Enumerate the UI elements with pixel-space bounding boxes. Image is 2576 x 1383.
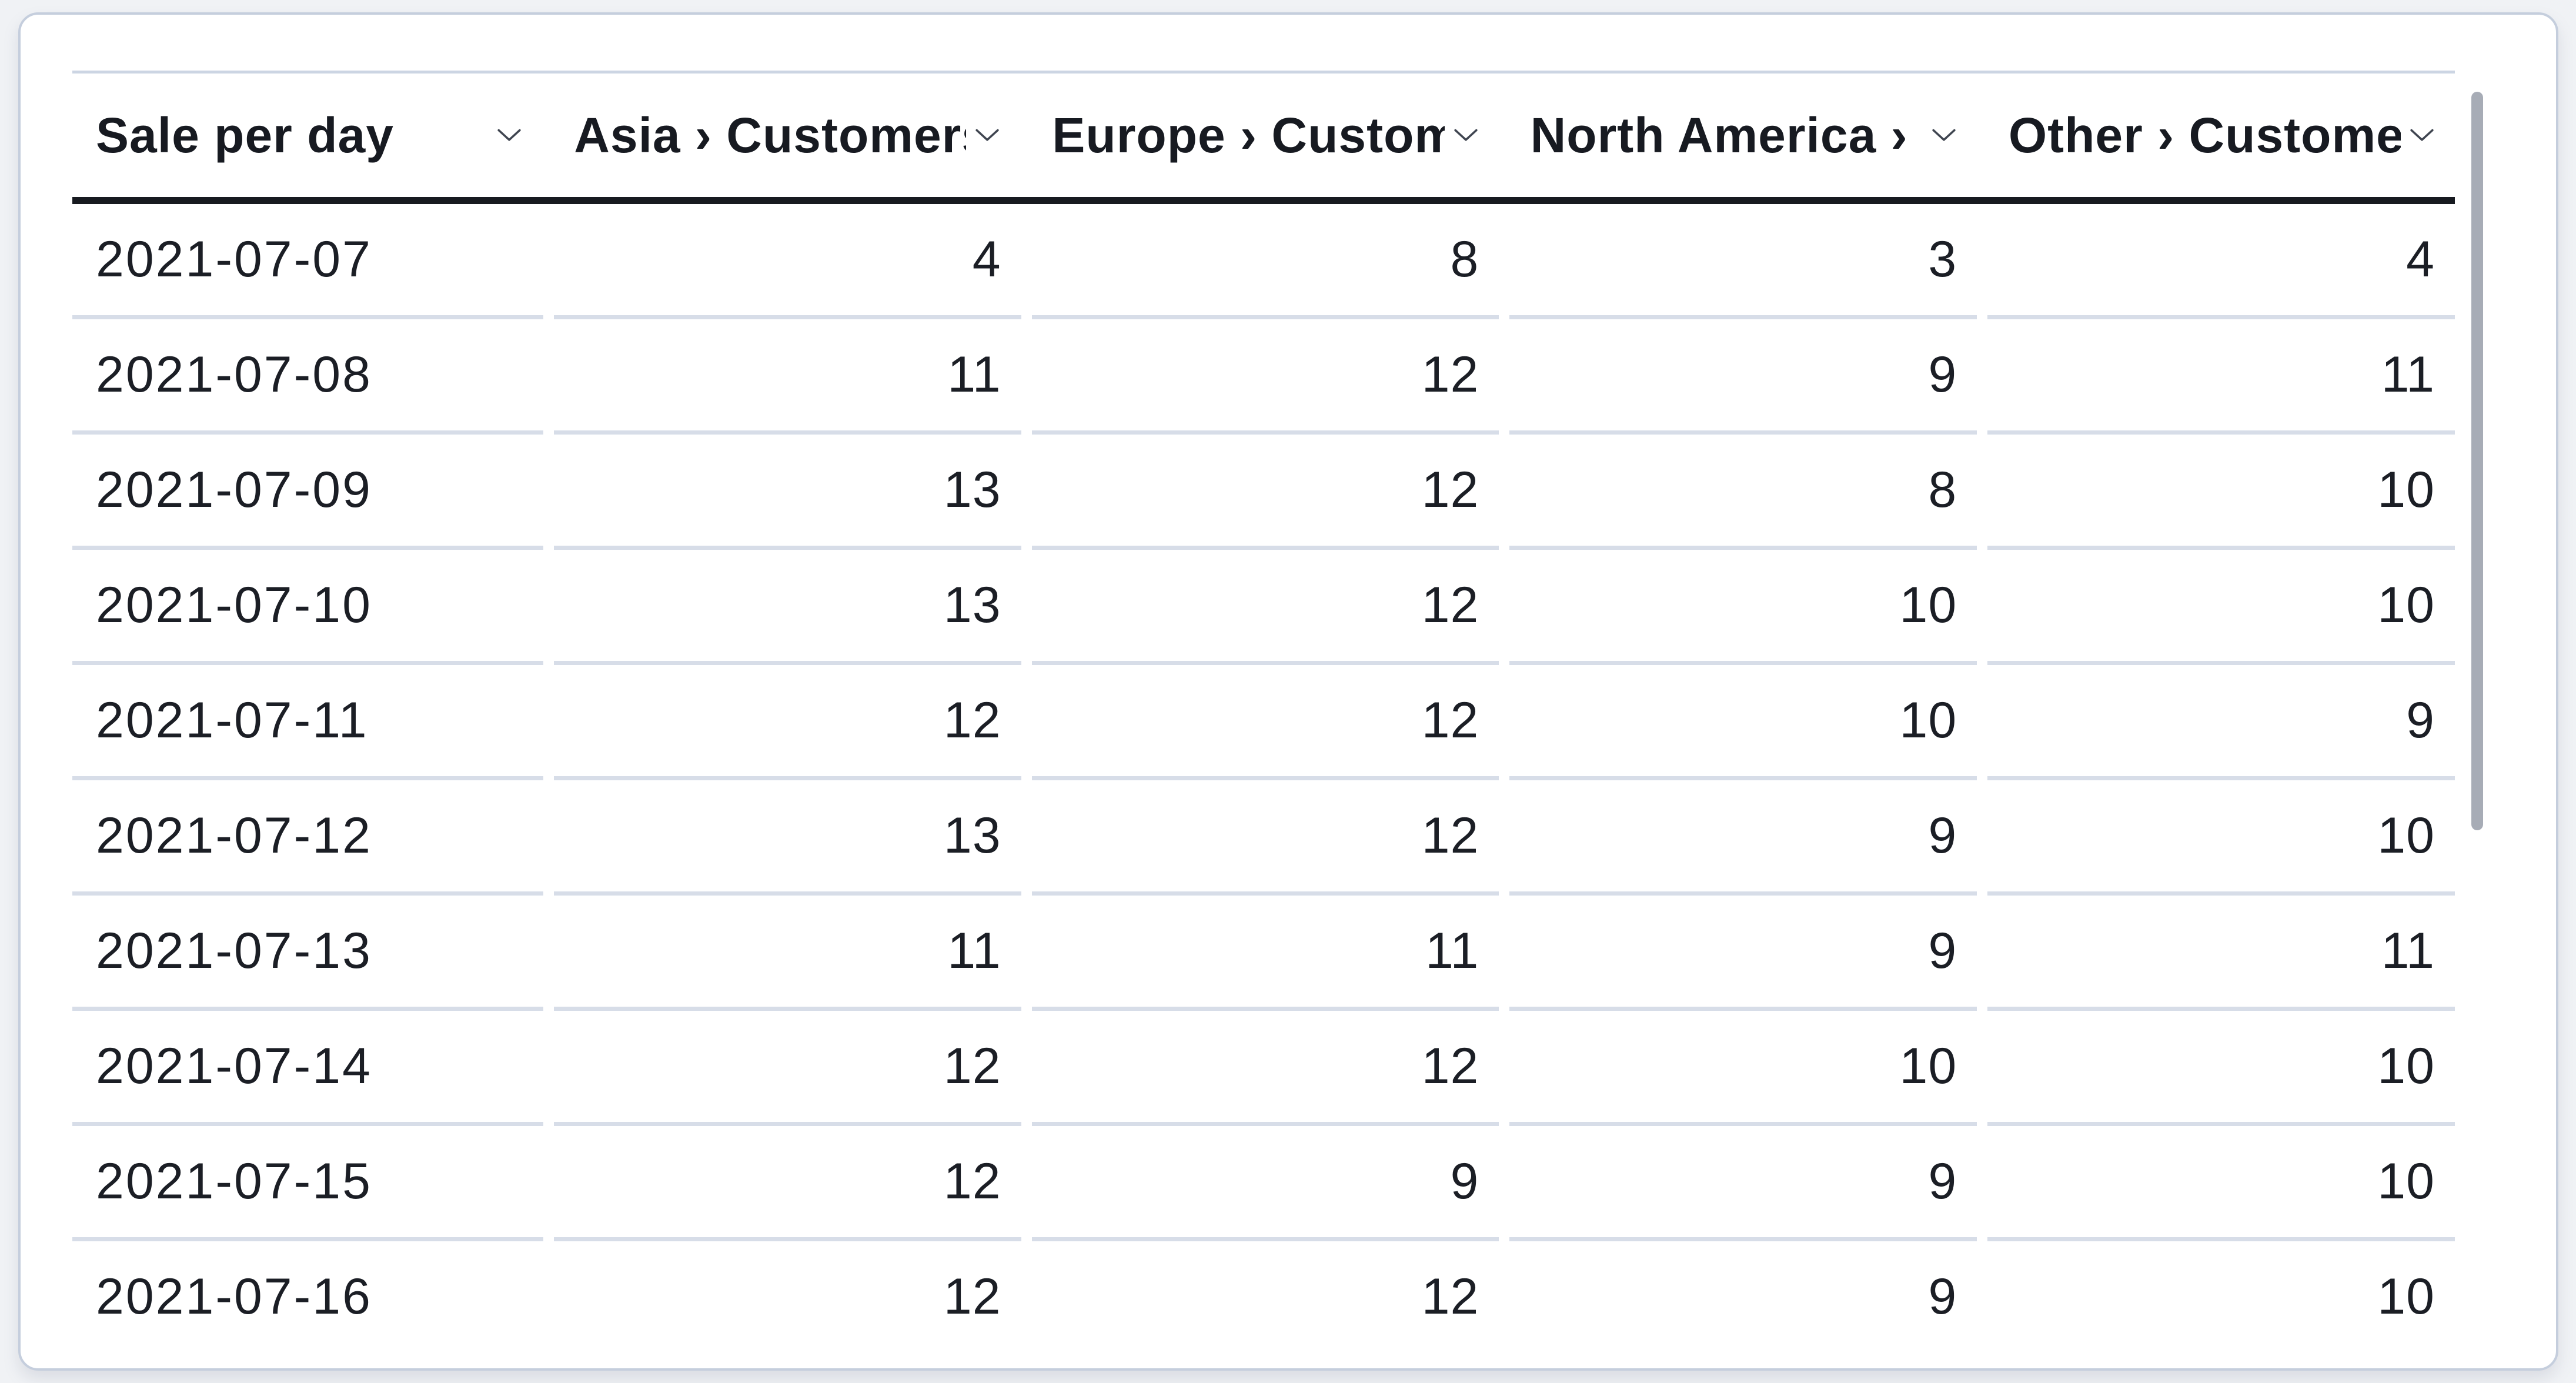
date-cell: 2021-07-09: [72, 435, 543, 550]
value-cell: 10: [1509, 550, 1977, 665]
value-cell: 4: [1987, 204, 2455, 319]
value-cell: 12: [553, 665, 1021, 780]
value-cell: 12: [1031, 780, 1499, 896]
value-cell: 12: [553, 1011, 1021, 1126]
value-cell: 13: [553, 550, 1021, 665]
value-cell: 11: [1031, 896, 1499, 1011]
value-cell: 12: [1031, 435, 1499, 550]
value-cell: 10: [1987, 1011, 2455, 1126]
table-row: 2021-07-12 13 12 9 10: [72, 780, 2455, 896]
table-row: 2021-07-07 4 8 3 4: [72, 204, 2455, 319]
value-cell: 9: [1031, 1126, 1499, 1241]
column-header-label: North America › Customers: [1530, 107, 1923, 163]
value-cell: 9: [1509, 780, 1977, 896]
chevron-down-icon[interactable]: [2401, 126, 2434, 144]
table-row: 2021-07-16 12 12 9 10: [72, 1241, 2455, 1342]
value-cell: 12: [1032, 1241, 1499, 1342]
date-cell: 2021-07-08: [72, 319, 543, 435]
chevron-down-icon[interactable]: [1445, 126, 1478, 144]
date-cell: 2021-07-12: [72, 780, 543, 896]
table-header-row: Sale per day Asia › Customers Europe › C…: [72, 74, 2455, 204]
table-row: 2021-07-14 12 12 10 10: [72, 1011, 2455, 1126]
value-cell: 10: [1987, 1126, 2455, 1241]
chevron-down-icon[interactable]: [966, 126, 1000, 144]
value-cell: 4: [553, 204, 1021, 319]
value-cell: 9: [1509, 319, 1977, 435]
value-cell: 8: [1031, 204, 1499, 319]
column-header-other-customers[interactable]: Other › Customers: [1987, 74, 2455, 197]
table-row: 2021-07-13 11 11 9 11: [72, 896, 2455, 1011]
column-header-sale-per-day[interactable]: Sale per day: [72, 74, 542, 197]
column-header-label: Asia › Customers: [574, 107, 967, 163]
value-cell: 13: [553, 435, 1021, 550]
value-cell: 10: [1987, 550, 2455, 665]
date-cell: 2021-07-11: [72, 665, 543, 780]
column-header-label: Other › Customers: [2008, 107, 2401, 163]
table-row: 2021-07-15 12 9 9 10: [72, 1126, 2455, 1241]
value-cell: 10: [1509, 1011, 1977, 1126]
date-cell: 2021-07-16: [72, 1241, 543, 1342]
value-cell: 10: [1987, 435, 2455, 550]
value-cell: 12: [1031, 319, 1499, 435]
value-cell: 9: [1509, 1241, 1977, 1342]
table-row: 2021-07-10 13 12 10 10: [72, 550, 2455, 665]
table-row: 2021-07-09 13 12 8 10: [72, 435, 2455, 550]
date-cell: 2021-07-07: [72, 204, 543, 319]
value-cell: 3: [1509, 204, 1977, 319]
column-header-north-america-customers[interactable]: North America › Customers: [1509, 74, 1977, 197]
table-row: 2021-07-08 11 12 9 11: [72, 319, 2455, 435]
value-cell: 10: [1987, 1241, 2455, 1342]
table-viewport: Sale per day Asia › Customers Europe › C…: [72, 71, 2455, 1342]
value-cell: 9: [1509, 1126, 1977, 1241]
column-header-label: Europe › Customers: [1052, 107, 1444, 163]
table-card: Sale per day Asia › Customers Europe › C…: [18, 12, 2558, 1371]
value-cell: 9: [1509, 896, 1977, 1011]
value-cell: 12: [1031, 550, 1499, 665]
value-cell: 12: [553, 1126, 1021, 1241]
value-cell: 9: [1987, 665, 2455, 780]
value-cell: 12: [1031, 1011, 1499, 1126]
date-cell: 2021-07-10: [72, 550, 543, 665]
value-cell: 13: [553, 780, 1021, 896]
vertical-scrollbar-thumb[interactable]: [2471, 92, 2483, 830]
column-header-label: Sale per day: [96, 107, 394, 163]
date-cell: 2021-07-13: [72, 896, 543, 1011]
value-cell: 10: [1987, 780, 2455, 896]
value-cell: 12: [554, 1241, 1021, 1342]
value-cell: 11: [1987, 319, 2455, 435]
chevron-down-icon[interactable]: [1923, 126, 1956, 144]
table-row: 2021-07-11 12 12 10 9: [72, 665, 2455, 780]
date-cell: 2021-07-14: [72, 1011, 543, 1126]
value-cell: 10: [1509, 665, 1977, 780]
column-header-europe-customers[interactable]: Europe › Customers: [1031, 74, 1498, 197]
value-cell: 12: [1031, 665, 1499, 780]
value-cell: 11: [553, 896, 1021, 1011]
column-header-asia-customers[interactable]: Asia › Customers: [553, 74, 1020, 197]
chevron-down-icon[interactable]: [488, 126, 521, 144]
value-cell: 8: [1509, 435, 1977, 550]
value-cell: 11: [1987, 896, 2455, 1011]
date-cell: 2021-07-15: [72, 1126, 543, 1241]
value-cell: 11: [553, 319, 1021, 435]
